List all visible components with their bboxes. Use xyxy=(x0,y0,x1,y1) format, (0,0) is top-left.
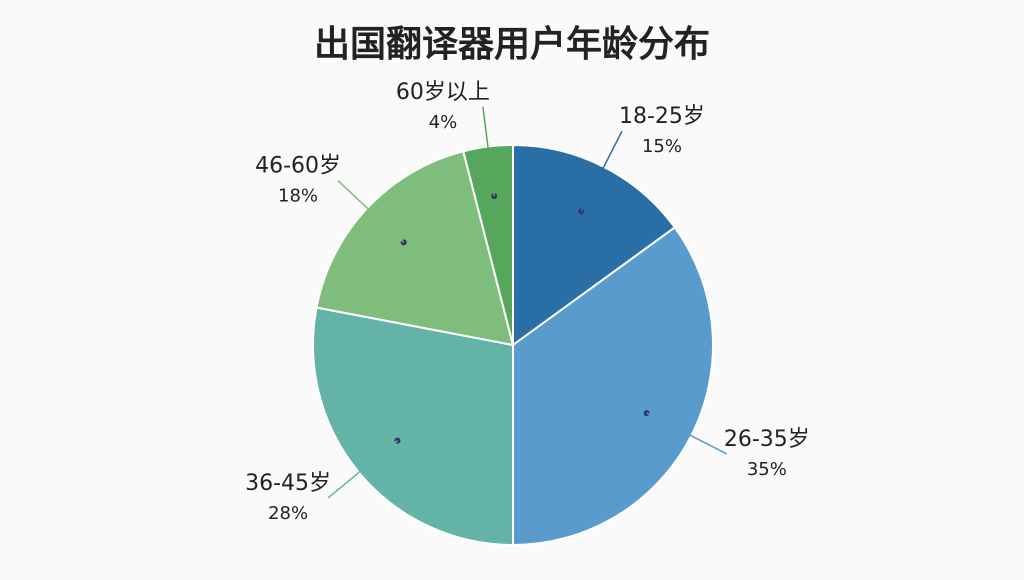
slice-label: 18-25岁 xyxy=(619,104,705,129)
leader-line xyxy=(327,440,398,499)
slice-value-label: 35% xyxy=(747,459,787,480)
pie-slice xyxy=(312,306,514,547)
slice-value-label: 15% xyxy=(642,136,682,157)
leader-line xyxy=(337,180,405,243)
slice-label: 46-60岁 xyxy=(255,154,341,179)
chart-title: 出国翻译器用户年龄分布 xyxy=(314,24,710,65)
leader-line xyxy=(482,106,495,197)
slice-label: 36-45岁 xyxy=(245,471,331,496)
slice-label: 26-35岁 xyxy=(724,427,810,452)
slice-value-label: 4% xyxy=(429,112,458,133)
leader-line xyxy=(646,412,728,455)
slice-label: 60岁以上 xyxy=(396,80,490,105)
slice-value-label: 18% xyxy=(278,186,318,207)
leader-line xyxy=(580,130,623,212)
slice-value-label: 28% xyxy=(268,503,308,524)
